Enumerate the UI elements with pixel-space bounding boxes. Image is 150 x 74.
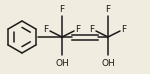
- Text: F: F: [75, 26, 81, 34]
- Text: F: F: [59, 5, 64, 15]
- Text: F: F: [122, 26, 127, 34]
- Text: OH: OH: [101, 59, 115, 67]
- Text: F: F: [44, 26, 49, 34]
- Text: F: F: [89, 26, 94, 34]
- Text: OH: OH: [55, 59, 69, 67]
- Text: F: F: [105, 5, 111, 15]
